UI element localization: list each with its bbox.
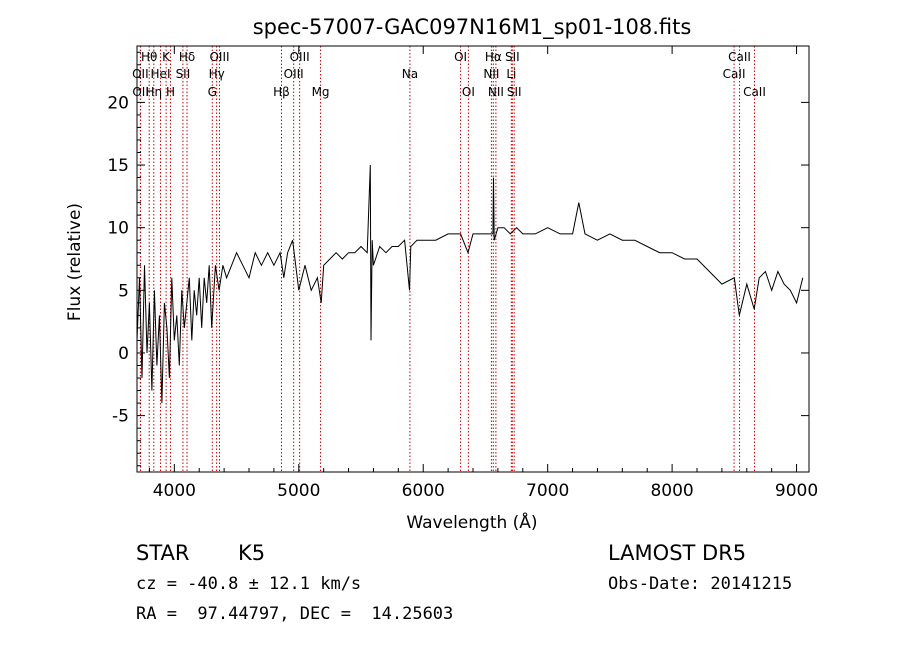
spectral-line-label: OIII: [209, 50, 229, 64]
spectral-line-label: OI: [454, 50, 467, 64]
x-tick-label: 5000: [277, 481, 320, 501]
spectral-line-label: G: [208, 85, 217, 99]
y-tick-label: -5: [112, 407, 129, 427]
spectral-line-label: OII: [132, 67, 149, 81]
spectral-line-label: CaII: [723, 67, 746, 81]
spectral-line-label: OIII: [290, 50, 310, 64]
spectral-line-label: Li: [506, 67, 516, 81]
y-axis-label: Flux (relative): [65, 203, 85, 321]
x-tick-label: 6000: [402, 481, 445, 501]
x-tick-label: 9000: [775, 481, 818, 501]
spectral-line-label: Hα: [485, 50, 502, 64]
y-tick-label: 10: [107, 219, 129, 239]
redshift-velocity: cz = -40.8 ± 12.1 km/s: [136, 574, 362, 594]
spectral-line-label: Hη: [145, 85, 162, 99]
spectral-line-label: NII: [488, 85, 504, 99]
y-tick-label: 20: [107, 93, 129, 113]
x-tick-label: 4000: [153, 481, 196, 501]
spectral-line-markers: [139, 46, 755, 472]
spectral-line-label: Na: [402, 67, 418, 81]
x-axis-label: Wavelength (Å): [406, 511, 537, 533]
observation-date: Obs-Date: 20141215: [608, 574, 793, 594]
spectral-line-label: SII: [176, 67, 191, 81]
spectral-line-label: K: [162, 50, 171, 64]
spectral-line-label: Hθ: [141, 50, 157, 64]
spectral-line-label: SII: [507, 85, 522, 99]
plot-frame: [136, 45, 810, 473]
x-tick-label: 7000: [526, 481, 569, 501]
y-tick-label: 15: [107, 156, 129, 176]
spectral-line-label: OII: [132, 85, 149, 99]
survey-name: LAMOST DR5: [608, 541, 747, 565]
spectral-line-label: OIII: [284, 67, 304, 81]
spectral-line-label: Mg: [312, 85, 330, 99]
spectral-line-label: Hβ: [273, 85, 290, 99]
x-tick-label: 8000: [650, 481, 693, 501]
spectral-line-label: CaII: [743, 85, 766, 99]
spectral-line-label: SII: [505, 50, 520, 64]
spectral-line-label: HeI: [151, 67, 171, 81]
spectral-line-label: Hδ: [179, 50, 195, 64]
spectrum-line: [136, 164, 804, 404]
x-axis-ticks: 4000 5000 6000 7000 8000 9000: [148, 46, 818, 501]
spectral-line-label: H: [166, 85, 175, 99]
spectral-line-label: NII: [483, 67, 499, 81]
spectral-line-label: OI: [462, 85, 475, 99]
object-subclass: K5: [238, 541, 266, 565]
y-tick-label: 5: [118, 281, 129, 301]
coordinates: RA = 97.44797, DEC = 14.25603: [136, 604, 454, 624]
object-class: STAR: [136, 541, 190, 565]
y-axis-ticks: -5 0 5 10 15 20: [107, 51, 809, 467]
spectral-line-label: CaII: [728, 50, 751, 64]
y-tick-label: 0: [118, 344, 129, 364]
chart-title: spec-57007-GAC097N16M1_sp01-108.fits: [253, 15, 692, 40]
spectral-line-label: Hγ: [209, 67, 225, 81]
